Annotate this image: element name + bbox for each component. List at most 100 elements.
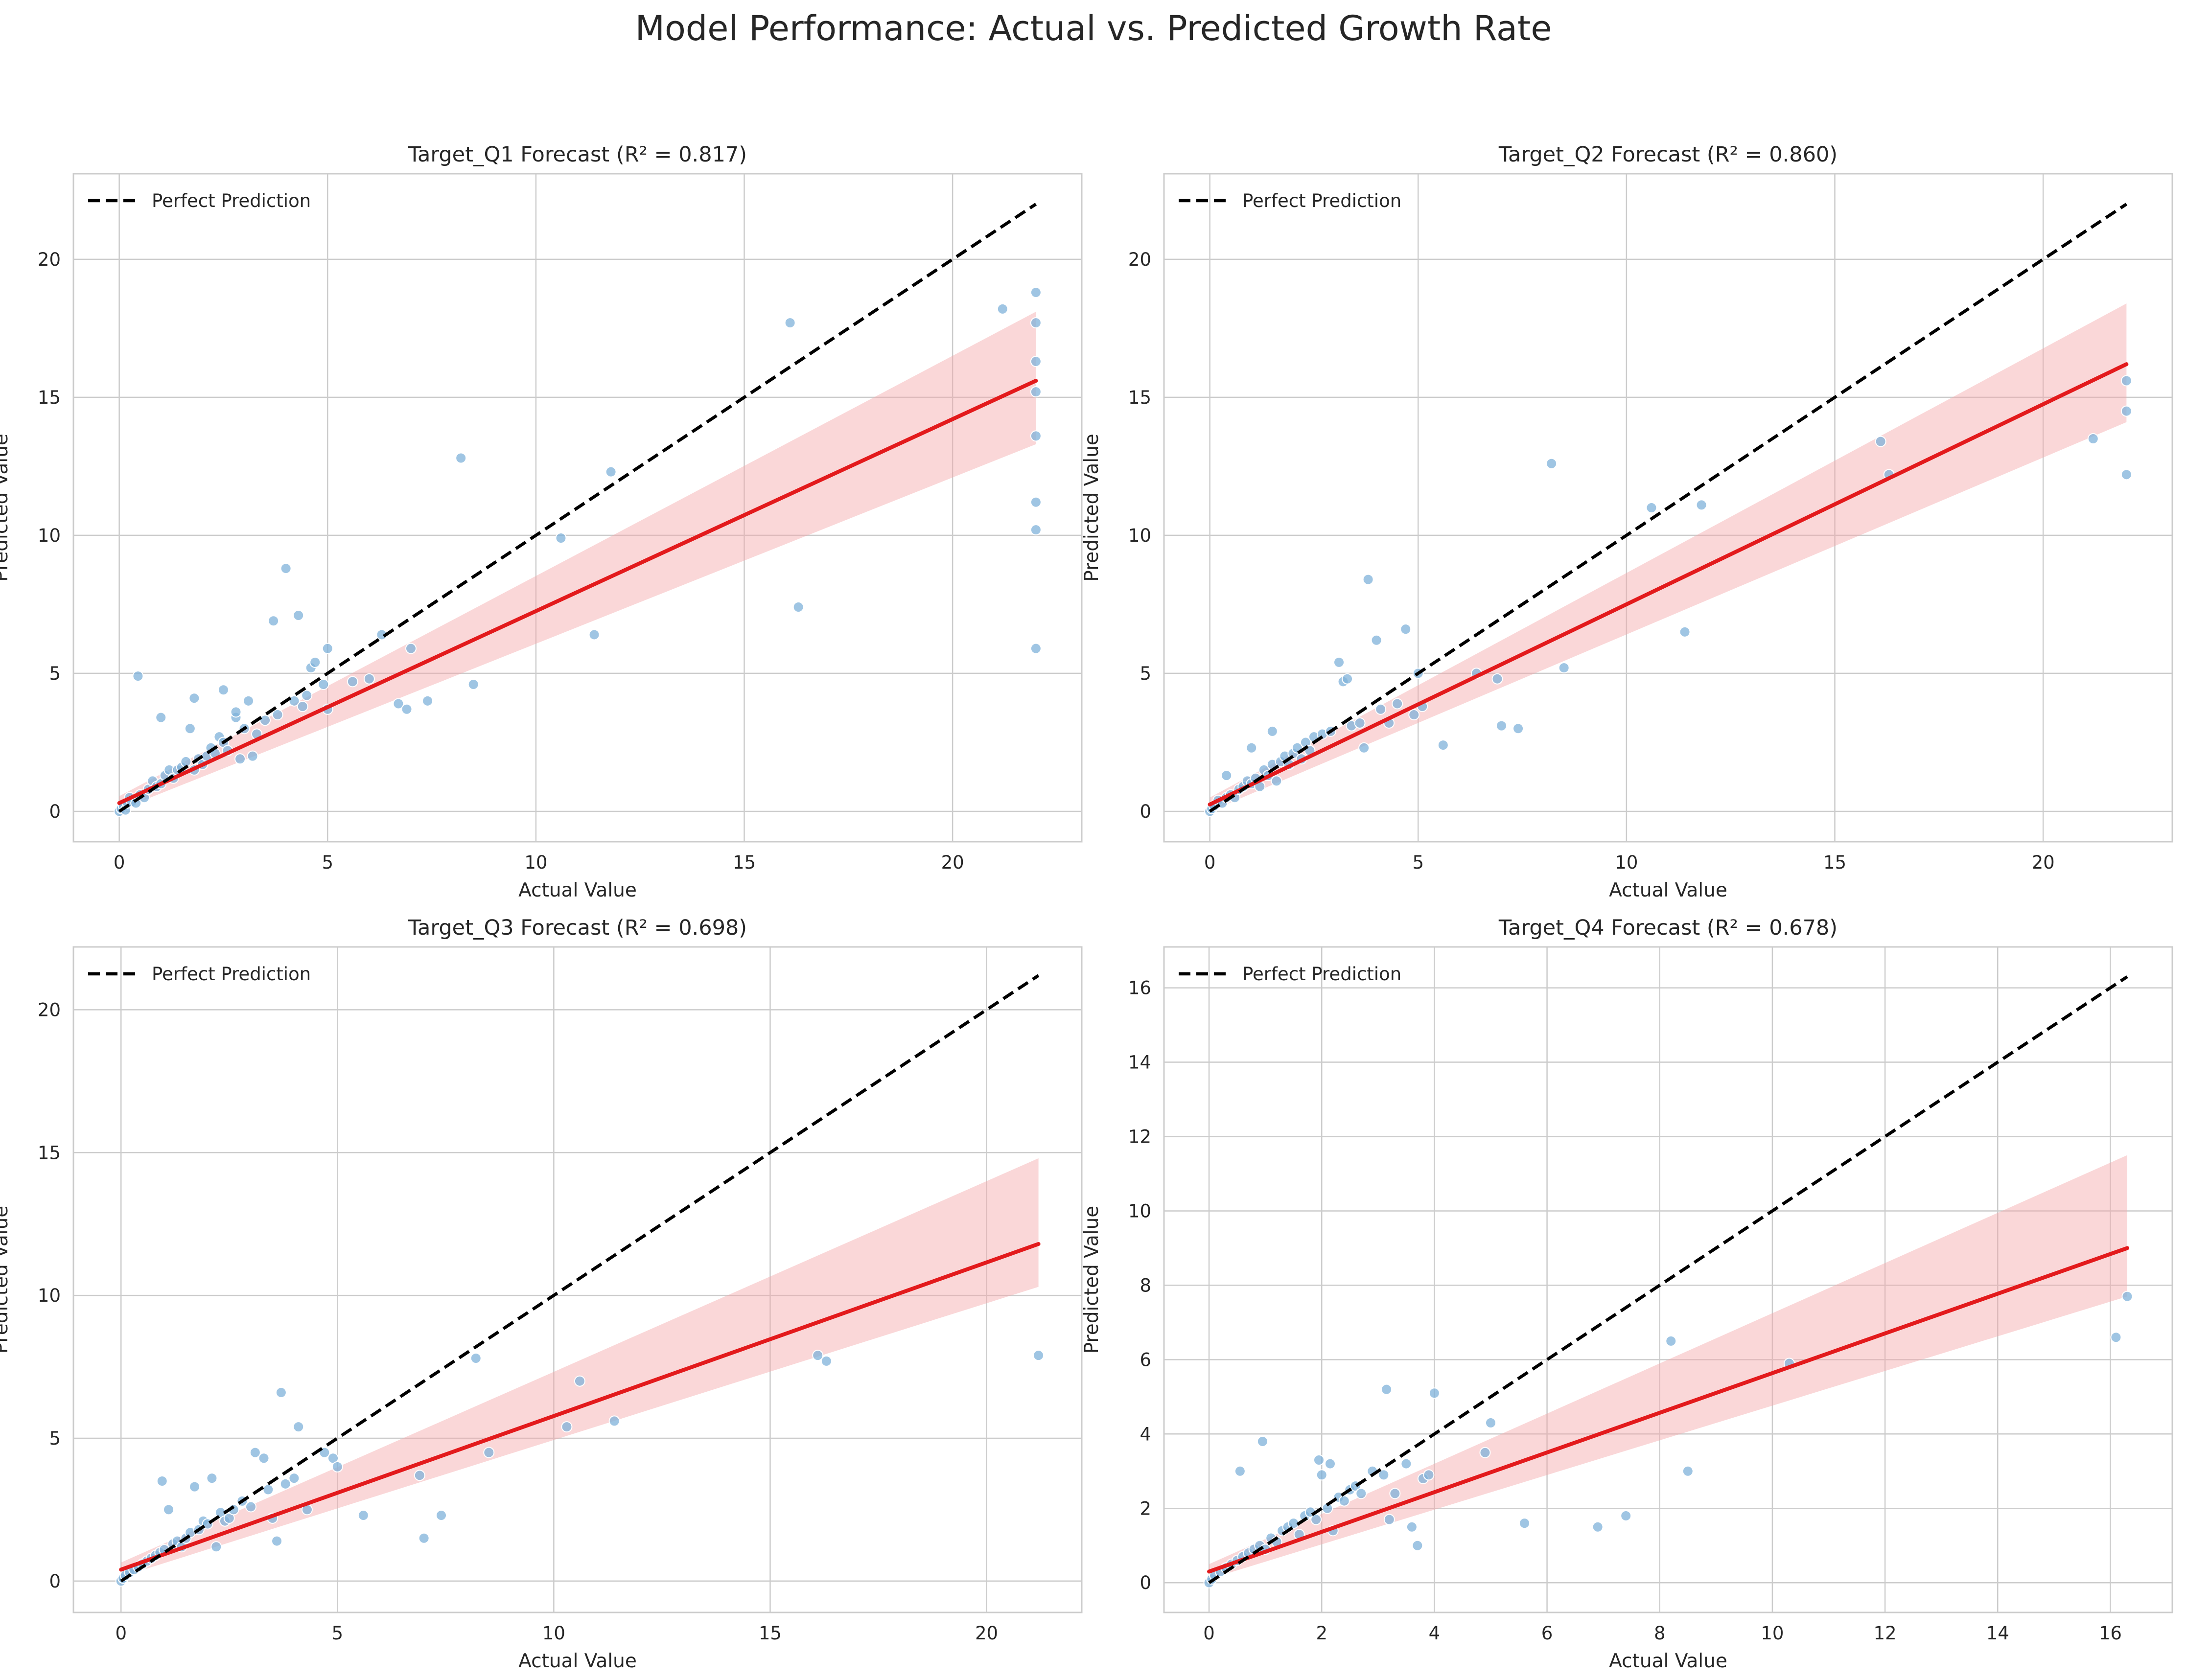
data-point (1030, 430, 1042, 442)
data-point (347, 676, 358, 688)
x-tick-label: 14 (1986, 1623, 2009, 1644)
data-point (1423, 1469, 1435, 1481)
panel-title: Target_Q2 Forecast (R² = 0.860) (1498, 142, 1838, 167)
x-tick-label: 5 (332, 1623, 344, 1644)
data-point (422, 695, 434, 707)
figure-title: Model Performance: Actual vs. Predicted … (635, 8, 1552, 48)
y-tick-label: 20 (1128, 249, 1151, 270)
x-tick-label: 0 (115, 1623, 127, 1644)
y-tick-label: 0 (49, 1571, 61, 1592)
data-point (1558, 662, 1570, 674)
data-point (2120, 375, 2132, 387)
plot-frame (1163, 173, 2173, 843)
data-point (1221, 770, 1233, 782)
plot-frame (1163, 946, 2173, 1613)
data-point (272, 709, 283, 721)
x-tick-label: 15 (759, 1623, 782, 1644)
data-point (1030, 386, 1042, 398)
data-point (1030, 317, 1042, 329)
data-point (418, 1532, 430, 1544)
x-tick-label: 15 (1823, 852, 1846, 873)
data-point (262, 1484, 274, 1496)
data-point (1400, 1458, 1412, 1470)
y-tick-label: 0 (1140, 801, 1151, 822)
data-point (293, 1421, 304, 1433)
y-axis-label: Predicted Value (1081, 434, 1103, 582)
x-tick-label: 8 (1654, 1623, 1666, 1644)
y-tick-label: 15 (1128, 387, 1151, 408)
perfect-prediction-line (1208, 975, 2128, 1584)
data-point (297, 701, 308, 713)
y-tick-label: 10 (38, 1285, 61, 1306)
data-point (268, 615, 279, 627)
plot-frame (72, 173, 1083, 843)
data-point (561, 1421, 573, 1433)
data-point (1271, 775, 1282, 787)
confidence-band (121, 1158, 1039, 1577)
regression-line (119, 1242, 1041, 1572)
x-tick-label: 0 (1203, 1623, 1215, 1644)
x-axis-label: Actual Value (1609, 879, 1727, 901)
x-tick-label: 16 (2099, 1623, 2122, 1644)
y-tick-label: 5 (49, 663, 61, 684)
data-point (1355, 1488, 1367, 1499)
data-point (288, 695, 300, 707)
data-point (1310, 1514, 1322, 1525)
legend-label: Perfect Prediction (152, 190, 311, 211)
x-tick-label: 20 (975, 1623, 998, 1644)
y-tick-label: 20 (38, 999, 61, 1020)
data-point (1375, 703, 1387, 715)
y-tick-label: 16 (1128, 978, 1151, 999)
data-point (483, 1447, 495, 1458)
y-tick-label: 10 (1128, 525, 1151, 546)
y-tick-label: 10 (38, 525, 61, 546)
x-axis-label: Actual Value (518, 879, 637, 901)
y-tick-label: 15 (38, 387, 61, 408)
data-point (1392, 698, 1403, 710)
data-point (1512, 723, 1524, 735)
y-axis-label: Predicted Value (0, 1206, 12, 1354)
data-point (2120, 405, 2132, 417)
data-point (470, 1353, 482, 1364)
data-point (1234, 1465, 1246, 1477)
regression-line (1207, 1246, 2129, 1574)
data-point (1491, 673, 1503, 685)
panel-q4: 0 2 4 6 8 10 12 14 16 0 2 4 6 8 10 12 14 16 Perfect Predic… (1081, 916, 2173, 1672)
panel-q2: 0 5 10 15 20 0 5 10 15 20 Perfect Prediction Target… (1081, 142, 2173, 901)
y-tick-label: 6 (1140, 1349, 1151, 1370)
confidence-band (1210, 303, 2127, 811)
regression-line (1208, 362, 2129, 806)
data-point (1256, 1436, 1268, 1448)
data-point (1406, 1521, 1418, 1533)
x-tick-label: 12 (1874, 1623, 1897, 1644)
x-tick-label: 5 (1412, 852, 1424, 873)
data-point (588, 629, 600, 641)
x-axis-label: Actual Value (518, 1650, 637, 1672)
data-point (436, 1510, 447, 1521)
data-point (1246, 742, 1257, 754)
data-point (1033, 1350, 1045, 1361)
data-point (1400, 623, 1412, 635)
data-point (1428, 1387, 1440, 1399)
data-point (309, 656, 321, 668)
data-point (132, 670, 144, 682)
data-point (401, 703, 413, 715)
regression-line (117, 379, 1038, 805)
data-point (1485, 1417, 1496, 1429)
legend-label: Perfect Prediction (1242, 190, 1401, 211)
data-point (1519, 1518, 1531, 1529)
data-point (1324, 1458, 1336, 1470)
perfect-prediction-line (118, 203, 1037, 813)
y-tick-label: 15 (38, 1142, 61, 1163)
data-point (2110, 1332, 2122, 1343)
data-point (1342, 673, 1353, 685)
data-point (1266, 725, 1278, 737)
x-tick-label: 20 (941, 852, 964, 873)
data-point (245, 1501, 256, 1513)
data-point (279, 1478, 291, 1490)
data-point (230, 706, 242, 718)
data-point (1030, 356, 1042, 368)
x-tick-label: 10 (524, 852, 547, 873)
data-point (217, 684, 229, 696)
